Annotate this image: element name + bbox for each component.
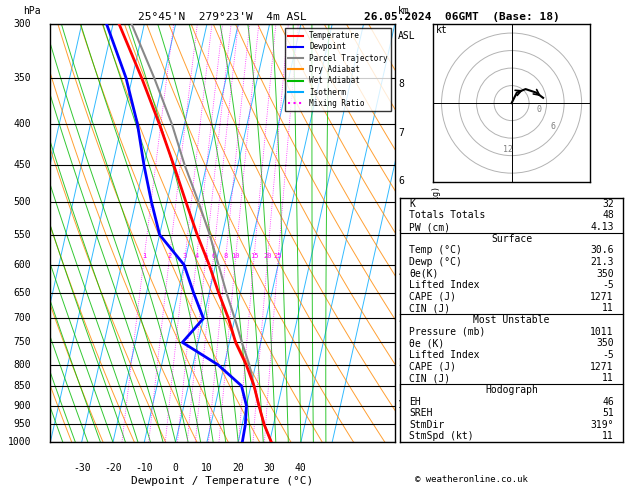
Text: K: K: [409, 199, 415, 209]
Text: Mixing Ratio (g/kg): Mixing Ratio (g/kg): [431, 186, 441, 281]
Text: 5: 5: [204, 253, 208, 259]
Text: Totals Totals: Totals Totals: [409, 210, 486, 221]
Text: 0: 0: [536, 105, 541, 114]
Legend: Temperature, Dewpoint, Parcel Trajectory, Dry Adiabat, Wet Adiabat, Isotherm, Mi: Temperature, Dewpoint, Parcel Trajectory…: [285, 28, 391, 111]
Text: StmDir: StmDir: [409, 420, 445, 430]
Text: 319°: 319°: [591, 420, 614, 430]
Text: 5: 5: [398, 224, 404, 233]
Text: 32: 32: [602, 199, 614, 209]
Text: 6: 6: [211, 253, 215, 259]
Text: 0: 0: [172, 463, 179, 473]
Text: 400: 400: [14, 119, 31, 129]
Text: CAPE (J): CAPE (J): [409, 292, 457, 302]
Text: θe (K): θe (K): [409, 338, 445, 348]
Text: Dewp (°C): Dewp (°C): [409, 257, 462, 267]
Text: 1271: 1271: [591, 362, 614, 372]
Text: 550: 550: [14, 230, 31, 240]
Text: Temp (°C): Temp (°C): [409, 245, 462, 255]
Text: 2: 2: [398, 358, 404, 367]
Text: 300: 300: [14, 19, 31, 29]
Text: 4: 4: [194, 253, 199, 259]
Text: 450: 450: [14, 160, 31, 170]
Text: 850: 850: [14, 381, 31, 391]
Text: 3: 3: [398, 314, 404, 324]
Text: 700: 700: [14, 313, 31, 324]
Text: ASL: ASL: [398, 31, 416, 40]
Text: EH: EH: [409, 397, 421, 407]
Text: LCL: LCL: [398, 384, 413, 393]
Text: 650: 650: [14, 288, 31, 298]
Text: 21.3: 21.3: [591, 257, 614, 267]
Text: 25: 25: [274, 253, 282, 259]
Text: 30.6: 30.6: [591, 245, 614, 255]
Text: 500: 500: [14, 197, 31, 207]
Text: 350: 350: [14, 73, 31, 83]
Text: StmSpd (kt): StmSpd (kt): [409, 432, 474, 441]
Text: θe(K): θe(K): [409, 269, 439, 278]
Text: Hodograph: Hodograph: [485, 385, 538, 395]
Text: Most Unstable: Most Unstable: [474, 315, 550, 325]
Text: 12: 12: [503, 145, 513, 154]
Title: 25°45'N  279°23'W  4m ASL: 25°45'N 279°23'W 4m ASL: [138, 12, 307, 22]
Text: 11: 11: [602, 373, 614, 383]
Text: 26.05.2024  06GMT  (Base: 18): 26.05.2024 06GMT (Base: 18): [364, 12, 560, 22]
Text: CAPE (J): CAPE (J): [409, 362, 457, 372]
Text: 4.13: 4.13: [591, 222, 614, 232]
Text: Pressure (mb): Pressure (mb): [409, 327, 486, 337]
Text: PW (cm): PW (cm): [409, 222, 450, 232]
Text: 1011: 1011: [591, 327, 614, 337]
Text: 1: 1: [142, 253, 146, 259]
Text: 950: 950: [14, 419, 31, 430]
Text: 900: 900: [14, 400, 31, 411]
Text: 3: 3: [183, 253, 187, 259]
Text: 15: 15: [250, 253, 258, 259]
Text: 10: 10: [201, 463, 213, 473]
Text: -5: -5: [602, 280, 614, 290]
Text: 350: 350: [596, 269, 614, 278]
Text: Lifted Index: Lifted Index: [409, 350, 480, 360]
Text: -5: -5: [602, 350, 614, 360]
Text: 1000: 1000: [8, 437, 31, 447]
Text: 600: 600: [14, 260, 31, 270]
Text: 750: 750: [14, 337, 31, 347]
Text: 7: 7: [398, 128, 404, 138]
Text: 4: 4: [398, 269, 404, 279]
Text: 48: 48: [602, 210, 614, 221]
Text: 20: 20: [263, 253, 272, 259]
Text: 11: 11: [602, 432, 614, 441]
Text: 350: 350: [596, 338, 614, 348]
Text: kt: kt: [437, 25, 448, 35]
Text: 6: 6: [550, 122, 555, 131]
Text: -20: -20: [104, 463, 122, 473]
Text: 2: 2: [167, 253, 172, 259]
Text: 30: 30: [264, 463, 276, 473]
Text: 8: 8: [398, 79, 404, 89]
Text: © weatheronline.co.uk: © weatheronline.co.uk: [415, 474, 528, 484]
Text: 40: 40: [295, 463, 307, 473]
Text: CIN (J): CIN (J): [409, 373, 450, 383]
Text: 11: 11: [602, 303, 614, 313]
Text: 1: 1: [398, 400, 404, 410]
Text: Dewpoint / Temperature (°C): Dewpoint / Temperature (°C): [131, 476, 314, 486]
Text: 10: 10: [231, 253, 240, 259]
Text: Surface: Surface: [491, 234, 532, 243]
Text: 20: 20: [232, 463, 244, 473]
Text: hPa: hPa: [23, 6, 40, 16]
Text: 800: 800: [14, 360, 31, 370]
Text: 51: 51: [602, 408, 614, 418]
Text: 1271: 1271: [591, 292, 614, 302]
Text: CIN (J): CIN (J): [409, 303, 450, 313]
Text: 46: 46: [602, 397, 614, 407]
Text: -30: -30: [73, 463, 91, 473]
Text: Lifted Index: Lifted Index: [409, 280, 480, 290]
Text: 8: 8: [223, 253, 228, 259]
Text: km: km: [398, 6, 410, 16]
Text: -10: -10: [135, 463, 153, 473]
Text: 6: 6: [398, 176, 404, 187]
Text: SREH: SREH: [409, 408, 433, 418]
